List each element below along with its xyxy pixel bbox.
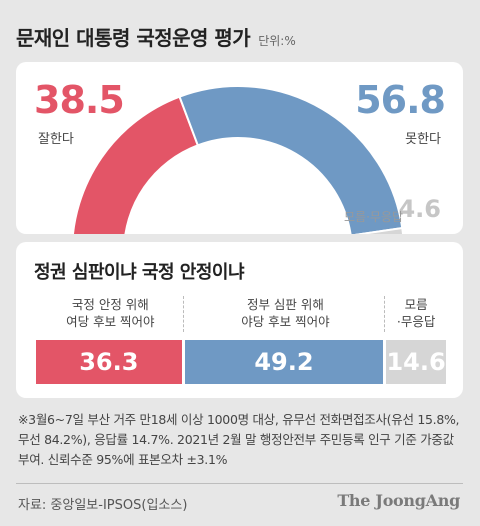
bar-label-divider [384, 296, 386, 332]
value-label-unknown: 4.6 [398, 195, 441, 223]
bar-seg-ruling: 36.3 [36, 340, 182, 384]
source-label: 자료: 중앙일보-IPSOS(입소스) [18, 498, 188, 513]
category-label-bad: 못한다 [405, 132, 441, 147]
donut-slice-bad [178, 85, 404, 234]
brand-logo: The JoongAng [337, 491, 460, 510]
title-row: 문재인 대통령 국정운영 평가 단위:% [16, 22, 296, 51]
approval-donut-chart [72, 85, 405, 234]
judgment-card: 정권 심판이냐 국정 안정이냐 36.3 국정 안정 위해 여당 후보 찍어야 49… [16, 242, 463, 398]
category-label-good: 잘한다 [38, 132, 74, 147]
divider-line [16, 483, 463, 484]
value-label-bad: 56.8 [355, 78, 446, 122]
value-label-good: 38.5 [34, 78, 125, 122]
page-title: 문재인 대통령 국정운영 평가 [16, 26, 251, 50]
category-label-unknown: 모름·무응답 [343, 210, 403, 224]
bar-label-opposition: 정부 심판 위해 야당 후보 찍어야 [241, 297, 330, 329]
unit-label: 단위:% [258, 34, 296, 48]
bar-label-unknown: 모름 ·무응답 [396, 297, 436, 329]
bar-label-ruling: 국정 안정 위해 여당 후보 찍어야 [66, 297, 155, 329]
bar-chart-title: 정권 심판이냐 국정 안정이냐 [34, 262, 245, 283]
bar-seg-opposition: 49.2 [184, 340, 384, 384]
approval-card: 38.5 잘한다 56.8 못한다 4.6 모름·무응답 [16, 62, 463, 234]
survey-note: ※3월6~7일 부산 거주 만18세 이상 1000명 대상, 유무선 전화면접… [18, 412, 460, 467]
donut-slice-unknown [354, 226, 405, 234]
bar-seg-unknown: 14.6 [386, 340, 446, 384]
bar-label-divider [182, 296, 184, 332]
